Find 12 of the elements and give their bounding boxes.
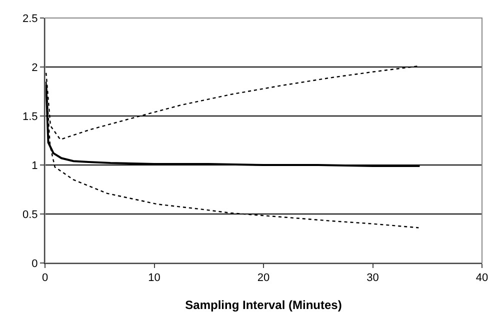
- x-tick-label: 30: [366, 272, 379, 284]
- x-tick-label: 40: [476, 272, 488, 284]
- x-tick-label: 0: [42, 272, 48, 284]
- y-tick-label: 0: [32, 258, 38, 270]
- y-tick-label: 1: [32, 160, 38, 172]
- y-tick-label: 2.5: [22, 12, 38, 25]
- x-tick-label: 10: [148, 272, 160, 284]
- y-tick-label: 2: [32, 62, 38, 74]
- y-tick-label: 0.5: [22, 208, 38, 221]
- x-tick-label: 20: [257, 272, 270, 284]
- x-axis-title: Sampling Interval (Minutes): [185, 298, 342, 312]
- y-tick-label: 1.5: [22, 110, 38, 123]
